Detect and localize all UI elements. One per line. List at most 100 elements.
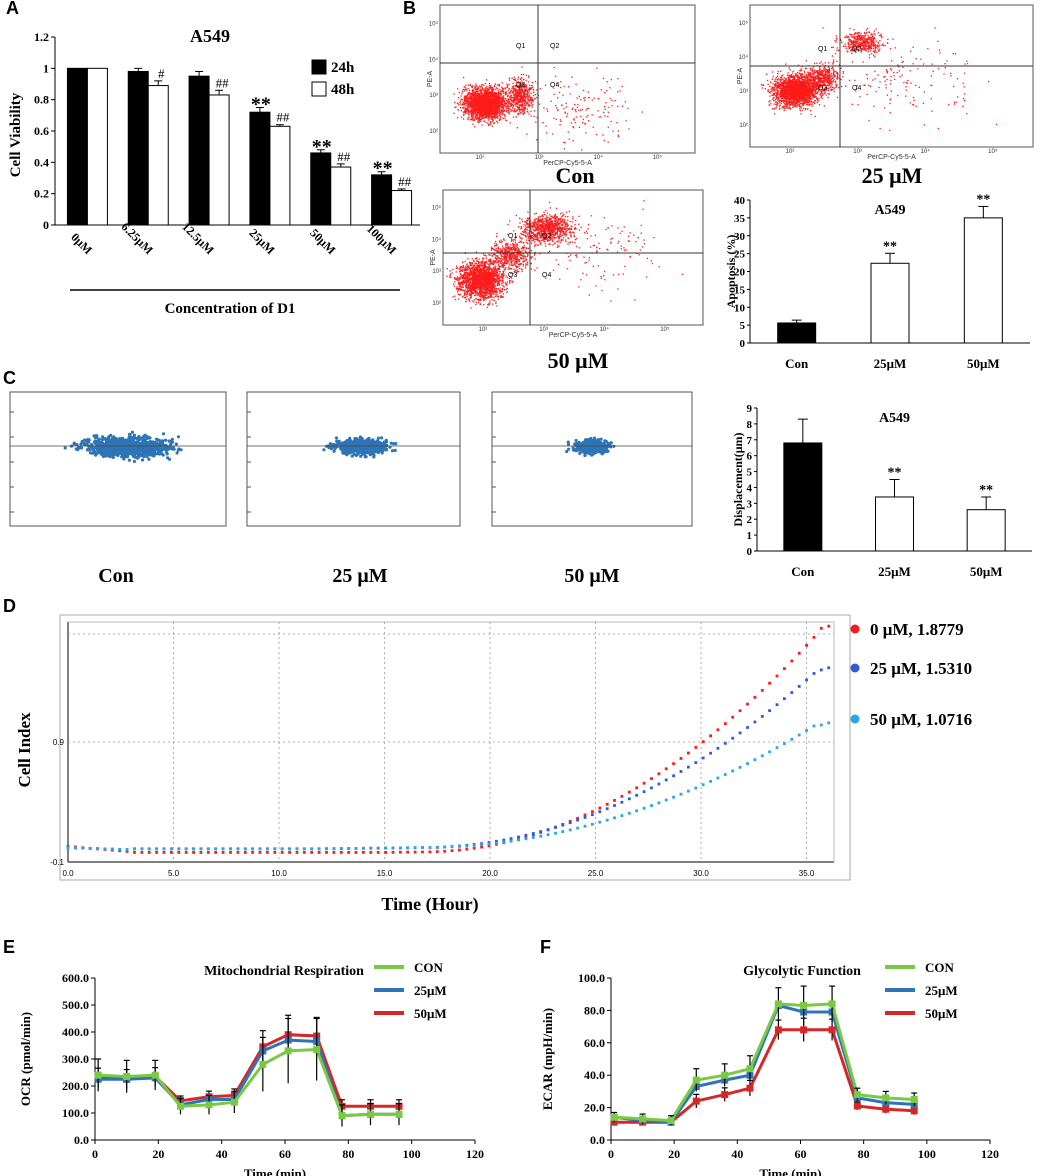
flow-dot	[496, 100, 498, 102]
flow-dot	[465, 108, 467, 110]
flow-dot	[869, 50, 872, 52]
flow-dot	[785, 63, 787, 65]
flow-dot	[524, 104, 526, 107]
flow-dot	[538, 103, 541, 105]
flow-dot	[531, 100, 533, 102]
flow-dot	[471, 98, 473, 100]
flow-dot	[482, 110, 484, 112]
flow-dot	[777, 94, 779, 96]
panel-label-c: C	[3, 368, 16, 388]
flow-dot	[488, 111, 490, 113]
flow-dot	[528, 99, 530, 101]
flow-dot	[624, 101, 626, 103]
flow-dot	[804, 92, 806, 94]
flow-dot	[469, 105, 471, 107]
flow-dot	[522, 105, 524, 107]
flow-dot	[825, 94, 827, 96]
flow-dot	[793, 98, 795, 100]
flow-dot	[773, 108, 776, 110]
flow-dot	[802, 100, 804, 102]
flow-dot	[543, 107, 545, 109]
flow-dot	[811, 105, 813, 107]
flow-dot	[610, 79, 612, 81]
flow-dot	[796, 102, 798, 104]
flow-dot	[466, 110, 468, 112]
flow-dot	[476, 88, 478, 90]
flow-dot	[482, 103, 485, 105]
flow-dot	[512, 101, 514, 104]
flow-dot	[505, 94, 507, 96]
flow-dot	[808, 99, 810, 101]
flow-dot	[802, 97, 804, 100]
flow-dot	[486, 113, 488, 115]
flow-dot	[477, 112, 479, 114]
flow-dot	[797, 104, 799, 106]
flow-dot	[500, 94, 502, 96]
flow-dot	[463, 100, 465, 102]
flow-dot	[794, 97, 797, 99]
flow-dot	[520, 104, 522, 106]
flow-dot	[488, 97, 490, 100]
flow-dot	[476, 95, 479, 98]
flow-dot	[472, 110, 474, 113]
flow-dot	[473, 101, 476, 104]
flow-dot	[481, 94, 483, 96]
flow-dot	[794, 76, 796, 78]
flow-dot	[525, 85, 527, 87]
flow-dot	[801, 87, 803, 89]
flow-dot	[522, 86, 524, 88]
flow-dot	[606, 89, 608, 92]
flow-dot	[515, 95, 517, 97]
flow-dot	[772, 97, 774, 99]
flow-dot	[504, 101, 506, 103]
flow-dot	[464, 104, 466, 106]
flow-dot	[550, 100, 552, 102]
flow-dot	[488, 116, 490, 119]
flow-dot	[793, 103, 796, 105]
flow-dot	[485, 97, 487, 99]
flow-dot	[817, 90, 819, 93]
flow-dot	[797, 76, 799, 78]
flow-dot	[782, 81, 785, 83]
flow-dot	[508, 83, 510, 86]
flow-dot	[619, 90, 621, 92]
flow-dot	[485, 103, 487, 105]
flow-dot	[472, 94, 474, 96]
flow-dot	[495, 100, 497, 102]
flow-dot	[612, 130, 614, 132]
flow-dot	[476, 99, 479, 101]
flow-dot	[473, 110, 476, 112]
flow-dot	[799, 87, 802, 89]
flow-dot	[474, 126, 476, 128]
flow-dot	[811, 81, 813, 83]
flow-dot	[506, 108, 508, 110]
flow-dot	[802, 91, 805, 93]
flow-dot	[810, 96, 812, 98]
flow-dot	[791, 92, 793, 94]
flow-dot	[790, 93, 792, 95]
flow-dot	[584, 122, 586, 125]
flow-dot	[793, 84, 795, 86]
flow-dot	[483, 114, 486, 116]
flow-dot	[522, 84, 524, 86]
flow-dot	[807, 108, 809, 110]
flow-dot	[523, 93, 525, 96]
flow-dot	[518, 91, 520, 93]
flow-dot	[463, 114, 465, 117]
flow-dot	[492, 93, 494, 95]
flow-dot	[526, 101, 528, 103]
flow-dot	[796, 100, 798, 102]
flow-dot	[465, 112, 467, 114]
flow-dot	[481, 111, 483, 113]
flow-dot	[464, 99, 466, 102]
flow-dot	[796, 83, 799, 85]
flow-dot	[527, 103, 529, 105]
flow-dot	[494, 93, 496, 95]
flow-dot	[487, 119, 489, 121]
flow-dot	[503, 104, 505, 106]
flow-dot	[464, 111, 466, 113]
flow-dot	[605, 102, 607, 104]
flow-dot	[519, 95, 521, 97]
flow-dot	[790, 95, 792, 98]
